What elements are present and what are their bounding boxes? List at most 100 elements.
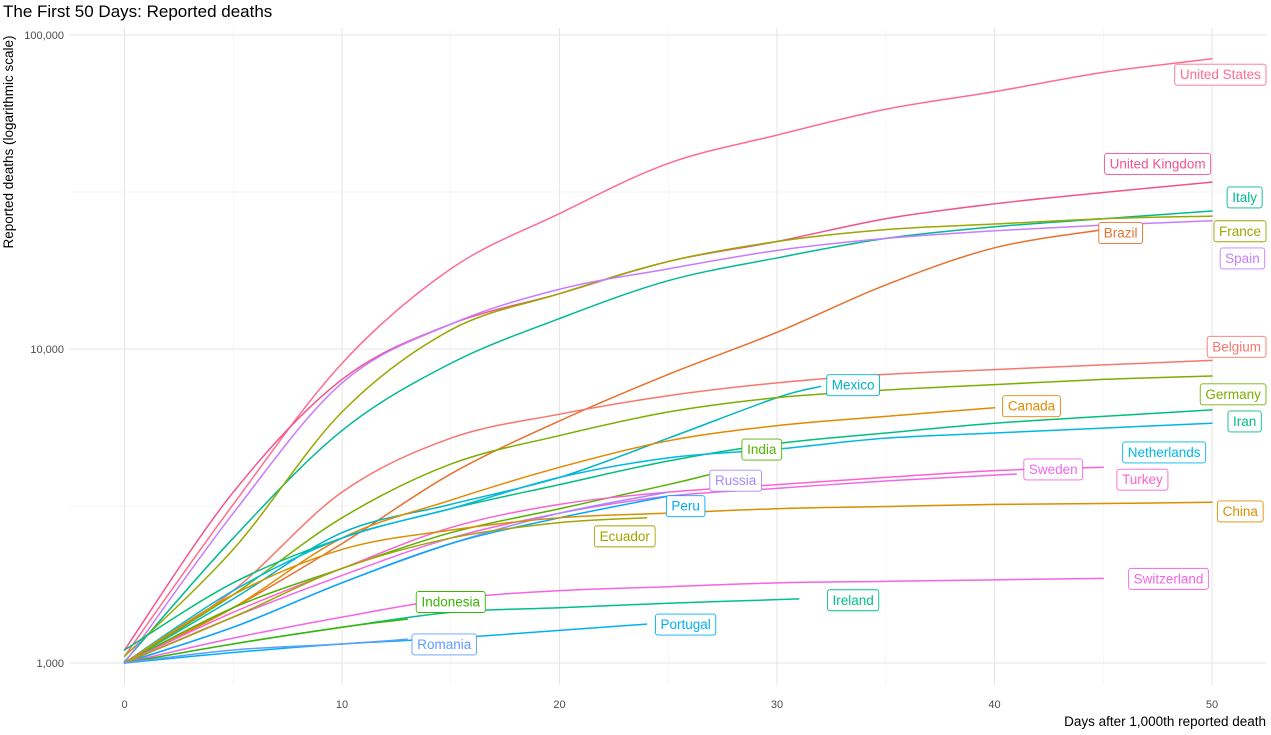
x-tick-label: 10 bbox=[336, 699, 348, 711]
series-line-france bbox=[123, 215, 1213, 658]
series-line-belgium bbox=[123, 359, 1213, 664]
label-box bbox=[665, 495, 706, 518]
series-line-mexico bbox=[123, 385, 822, 664]
y-tick-label: 10,000 bbox=[30, 344, 64, 356]
label-box bbox=[827, 589, 880, 612]
series-label-netherlands: Netherlands bbox=[1122, 441, 1207, 464]
series-line-indonesia bbox=[123, 618, 408, 664]
series-label-peru: Peru bbox=[665, 495, 706, 518]
series-label-france: France bbox=[1213, 220, 1267, 243]
label-box bbox=[1122, 441, 1207, 464]
label-text: India bbox=[747, 442, 777, 457]
label-box bbox=[1227, 410, 1262, 433]
series-label-ireland: Ireland bbox=[827, 589, 880, 612]
label-box bbox=[1002, 395, 1061, 418]
series-label-portugal: Portugal bbox=[655, 613, 717, 636]
label-box bbox=[1216, 500, 1264, 523]
label-text: Italy bbox=[1232, 190, 1257, 205]
series-label-sweden: Sweden bbox=[1023, 458, 1084, 481]
label-box bbox=[1116, 468, 1169, 491]
series-line-spain bbox=[123, 220, 1213, 664]
series-label-china: China bbox=[1216, 500, 1264, 523]
series-labels: United States United Kingdom Italy France Br… bbox=[411, 63, 1267, 656]
series-label-india: India bbox=[741, 438, 783, 461]
x-tick-label: 0 bbox=[121, 699, 127, 711]
label-box bbox=[1098, 222, 1143, 244]
series-label-canada: Canada bbox=[1002, 395, 1061, 418]
series-line-netherlands bbox=[123, 422, 1213, 664]
series-label-mexico: Mexico bbox=[826, 374, 880, 397]
label-box bbox=[655, 613, 717, 636]
chart-title: The First 50 Days: Reported deaths bbox=[3, 2, 272, 21]
series-label-italy: Italy bbox=[1226, 186, 1263, 209]
label-text: Turkey bbox=[1122, 472, 1163, 487]
series-label-iran: Iran bbox=[1227, 410, 1262, 433]
label-text: France bbox=[1219, 224, 1261, 239]
series-label-ecuador: Ecuador bbox=[593, 525, 656, 548]
y-tick-label: 1,000 bbox=[36, 658, 64, 670]
label-text: Spain bbox=[1225, 251, 1260, 266]
series-line-germany bbox=[123, 375, 1213, 664]
series-line-brazil bbox=[123, 228, 1104, 664]
label-box bbox=[593, 525, 656, 548]
series-line-india bbox=[123, 473, 713, 664]
series-label-belgium: Belgium bbox=[1206, 335, 1267, 358]
series-line-canada bbox=[123, 407, 996, 664]
label-text: United Kingdom bbox=[1110, 156, 1206, 171]
x-tick-label: 20 bbox=[553, 699, 565, 711]
series-line-turkey bbox=[123, 466, 1104, 664]
label-text: Romania bbox=[417, 637, 472, 652]
label-text: Belgium bbox=[1212, 339, 1261, 354]
label-box bbox=[1104, 152, 1212, 175]
label-text: Iran bbox=[1233, 414, 1256, 429]
series-line-united-states bbox=[123, 58, 1213, 658]
series-line-ecuador bbox=[123, 517, 648, 664]
label-text: Germany bbox=[1205, 387, 1261, 402]
series-label-indonesia: Indonesia bbox=[415, 591, 486, 613]
series-label-romania: Romania bbox=[411, 633, 477, 656]
label-box bbox=[411, 633, 477, 656]
label-text: Netherlands bbox=[1128, 445, 1201, 460]
series-label-united-states: United States bbox=[1174, 63, 1267, 86]
axis-ticks: 0 10 20 30 40 50 1,000 10,000 100,000 bbox=[24, 30, 1218, 711]
label-text: Peru bbox=[671, 499, 700, 514]
label-text: Ireland bbox=[832, 593, 873, 608]
series-label-switzerland: Switzerland bbox=[1128, 567, 1209, 590]
label-box bbox=[1128, 567, 1209, 590]
label-box bbox=[1023, 458, 1084, 481]
label-text: Ecuador bbox=[600, 529, 651, 544]
x-axis-title: Days after 1,000th reported death bbox=[1064, 714, 1266, 729]
label-text: Brazil bbox=[1104, 225, 1138, 240]
label-box bbox=[1199, 383, 1267, 406]
series-label-russia: Russia bbox=[709, 469, 763, 492]
series-line-peru bbox=[123, 495, 669, 664]
label-box bbox=[1219, 247, 1266, 270]
series-line-switzerland bbox=[123, 577, 1104, 664]
series-line-romania bbox=[123, 638, 408, 664]
series-label-united-kingdom: United Kingdom bbox=[1104, 152, 1212, 175]
series-label-turkey: Turkey bbox=[1116, 468, 1169, 491]
label-box bbox=[1213, 220, 1267, 243]
label-text: Canada bbox=[1008, 399, 1056, 414]
label-text: Portugal bbox=[661, 617, 711, 632]
label-text: Russia bbox=[715, 473, 757, 488]
series-line-italy bbox=[123, 210, 1213, 663]
label-box bbox=[415, 591, 486, 613]
x-tick-label: 50 bbox=[1206, 699, 1218, 711]
label-text: China bbox=[1223, 504, 1259, 519]
y-axis-title: Reported deaths (logarithmic scale) bbox=[1, 35, 16, 248]
label-box bbox=[1206, 335, 1267, 358]
label-text: Indonesia bbox=[421, 594, 480, 609]
label-text: United States bbox=[1180, 67, 1261, 82]
y-tick-label: 100,000 bbox=[24, 30, 64, 42]
series-lines bbox=[123, 58, 1213, 664]
series-label-brazil: Brazil bbox=[1098, 222, 1143, 244]
label-text: Sweden bbox=[1029, 462, 1078, 477]
label-box bbox=[1174, 63, 1267, 86]
x-tick-label: 40 bbox=[988, 699, 1000, 711]
x-tick-label: 30 bbox=[771, 699, 783, 711]
series-line-iran bbox=[123, 409, 1213, 651]
series-label-spain: Spain bbox=[1219, 247, 1266, 270]
label-box bbox=[826, 374, 880, 397]
